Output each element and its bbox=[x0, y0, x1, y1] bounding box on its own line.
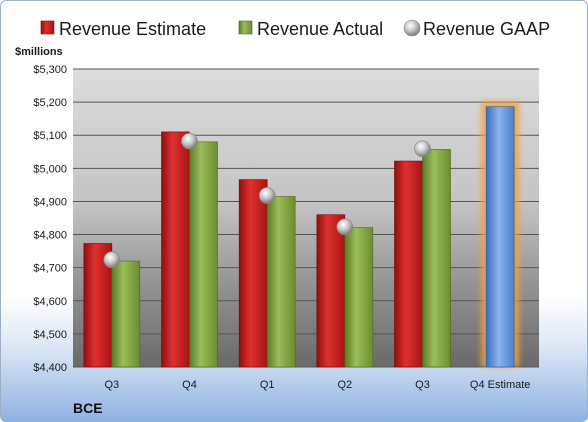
x-tick-label: Q4 bbox=[182, 379, 197, 391]
x-tick-label: Q4 Estimate bbox=[470, 379, 531, 391]
bar-revenue-actual bbox=[422, 149, 451, 368]
y-axis-unit-label: $millions bbox=[15, 46, 63, 58]
y-axis-ticks: $4,400 $4,500 $4,600 $4,700 $4,800 $4,900 $5,0… bbox=[33, 64, 67, 374]
x-axis-labels: Q3 Q4 Q1 Q2 Q3 Q4 Estimate bbox=[104, 379, 530, 391]
legend-swatch bbox=[403, 19, 421, 37]
plot-area bbox=[73, 69, 539, 367]
x-tick-label: Q1 bbox=[260, 379, 275, 391]
legend: Revenue Estimate Revenue Actual Revenue GA… bbox=[40, 19, 550, 39]
bar-q4-estimate bbox=[485, 106, 515, 368]
x-tick-label: Q2 bbox=[337, 379, 352, 391]
y-tick-label: $5,000 bbox=[33, 163, 67, 175]
gaap-markers bbox=[103, 132, 431, 269]
bar-revenue-actual bbox=[189, 141, 218, 368]
legend-label: Revenue Estimate bbox=[59, 19, 206, 39]
bars bbox=[83, 101, 520, 368]
y-tick-label: $4,800 bbox=[33, 230, 67, 242]
legend-label: Revenue GAAP bbox=[423, 19, 550, 39]
bar-revenue-estimate bbox=[394, 160, 423, 368]
y-tick-label: $5,300 bbox=[33, 64, 67, 76]
y-tick-label: $4,500 bbox=[33, 329, 67, 341]
bar-revenue-estimate bbox=[161, 131, 190, 368]
bar-revenue-actual bbox=[266, 196, 296, 368]
marker-revenue-gaap bbox=[258, 187, 276, 204]
y-tick-label: $4,600 bbox=[33, 296, 67, 308]
legend-label: Revenue Actual bbox=[257, 19, 383, 39]
y-tick-label: $5,100 bbox=[33, 130, 67, 142]
x-tick-label: Q3 bbox=[415, 379, 430, 391]
gridlines bbox=[73, 68, 539, 368]
legend-swatch bbox=[238, 20, 253, 35]
y-tick-label: $4,900 bbox=[33, 196, 67, 208]
marker-revenue-gaap bbox=[181, 132, 198, 150]
marker-revenue-gaap bbox=[414, 140, 431, 158]
legend-swatch bbox=[40, 20, 55, 35]
bar-revenue-actual bbox=[111, 260, 141, 368]
bar-revenue-actual bbox=[344, 227, 374, 368]
y-tick-label: $4,700 bbox=[33, 263, 67, 275]
marker-revenue-gaap bbox=[103, 251, 121, 269]
bar-revenue-estimate bbox=[316, 214, 346, 368]
x-tick-label: Q3 bbox=[104, 379, 119, 391]
company-label: BCE bbox=[73, 400, 103, 416]
y-tick-label: $4,400 bbox=[33, 362, 67, 374]
marker-revenue-gaap bbox=[336, 218, 354, 236]
bar-revenue-estimate bbox=[238, 179, 268, 368]
y-tick-label: $5,200 bbox=[33, 97, 67, 109]
